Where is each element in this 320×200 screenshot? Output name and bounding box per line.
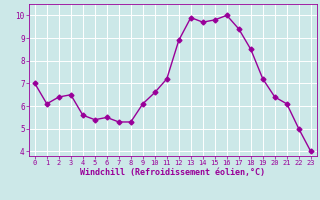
X-axis label: Windchill (Refroidissement éolien,°C): Windchill (Refroidissement éolien,°C)	[80, 168, 265, 177]
